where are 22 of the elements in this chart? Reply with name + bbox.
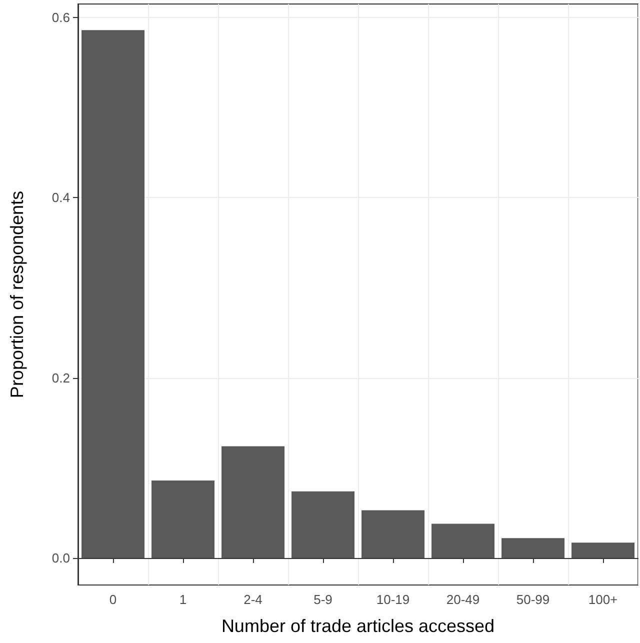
bar <box>82 30 144 558</box>
y-tick-label: 0.6 <box>52 10 70 26</box>
x-axis-title: Number of trade articles accessed <box>221 616 495 636</box>
bar <box>432 524 494 558</box>
bar <box>222 446 284 558</box>
x-tick-label: 1 <box>179 592 187 607</box>
x-tick-label: 20-49 <box>446 592 480 607</box>
x-tick-label: 0 <box>109 592 117 607</box>
bar <box>152 480 214 558</box>
y-tick-label: 0.2 <box>52 370 70 386</box>
y-tick-label: 0.4 <box>52 190 70 206</box>
bar <box>572 542 634 558</box>
y-axis-title: Proportion of respondents <box>7 190 27 398</box>
y-tick-label: 0.0 <box>52 550 70 566</box>
bar <box>292 491 354 558</box>
x-tick-label: 50-99 <box>516 592 550 607</box>
bar <box>502 538 564 558</box>
x-tick-label: 10-19 <box>376 592 410 607</box>
bar <box>362 510 424 558</box>
x-tick-label: 100+ <box>588 592 618 607</box>
x-tick-label: 2-4 <box>244 592 262 607</box>
x-tick-label: 5-9 <box>314 592 332 607</box>
